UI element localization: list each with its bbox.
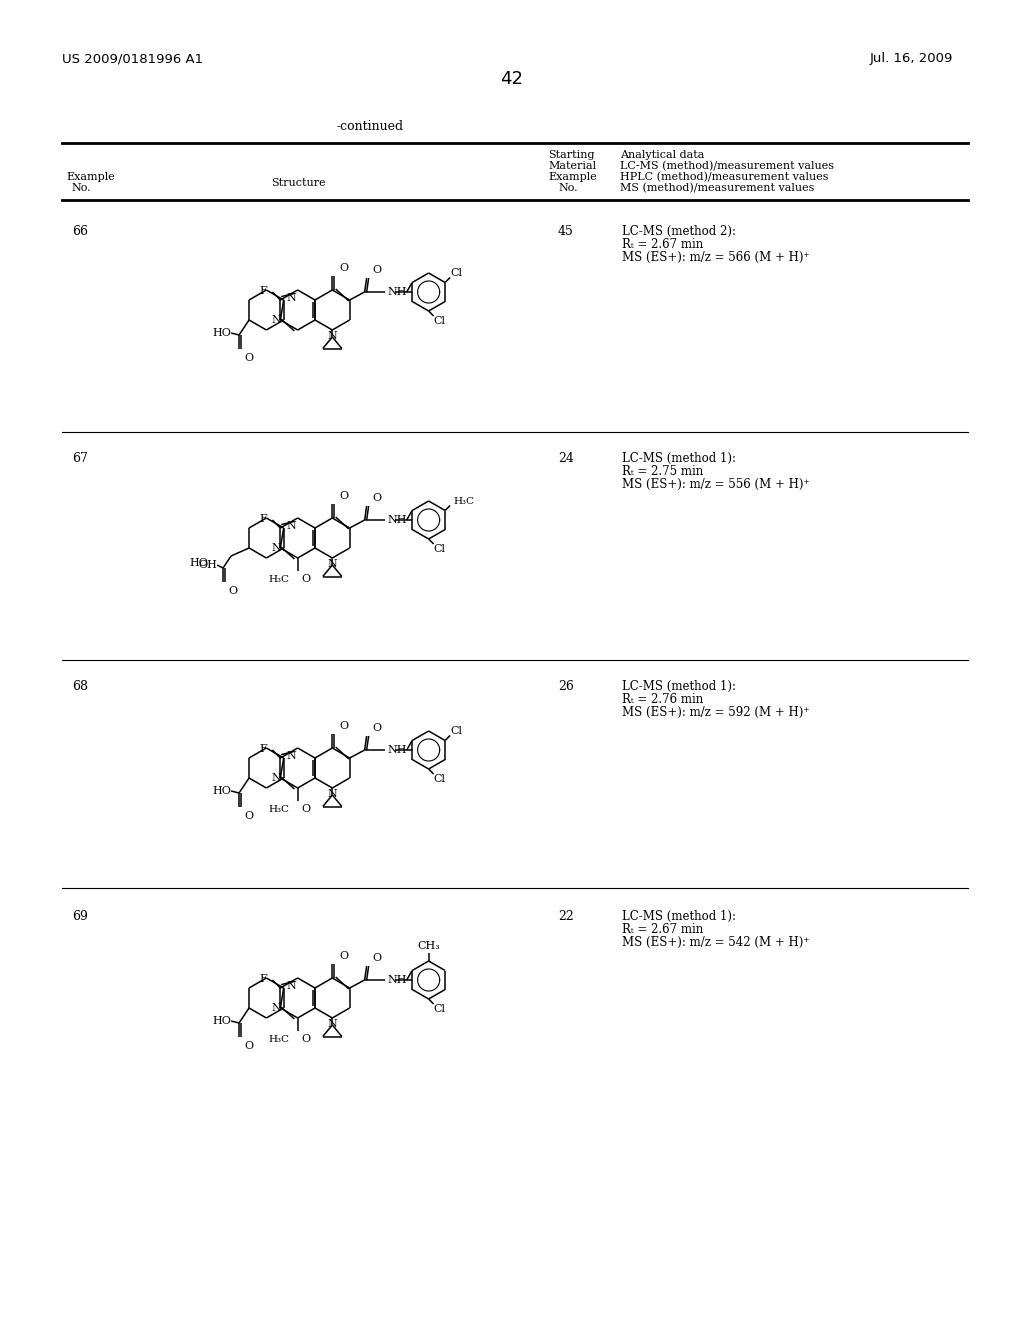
Text: -continued: -continued: [337, 120, 403, 133]
Text: N: N: [328, 331, 337, 341]
Text: O: O: [244, 810, 253, 821]
Text: N: N: [287, 293, 296, 304]
Text: N: N: [271, 774, 282, 783]
Text: Cl: Cl: [433, 315, 445, 326]
Text: N: N: [271, 315, 282, 325]
Text: No.: No.: [71, 183, 91, 193]
Text: 24: 24: [558, 451, 573, 465]
Text: Example: Example: [548, 172, 597, 182]
Text: Material: Material: [548, 161, 596, 172]
Text: Rₜ = 2.67 min: Rₜ = 2.67 min: [622, 238, 703, 251]
Text: US 2009/0181996 A1: US 2009/0181996 A1: [62, 51, 203, 65]
Text: HO: HO: [189, 558, 208, 568]
Text: Cl: Cl: [433, 544, 445, 554]
Text: O: O: [339, 491, 348, 502]
Text: N: N: [271, 543, 282, 553]
Text: MS (method)/measurement values: MS (method)/measurement values: [620, 183, 814, 193]
Text: O: O: [302, 1034, 311, 1044]
Text: LC-MS (method 1):: LC-MS (method 1):: [622, 680, 736, 693]
Text: O: O: [373, 265, 382, 275]
Text: Rₜ = 2.67 min: Rₜ = 2.67 min: [622, 923, 703, 936]
Text: N: N: [287, 751, 296, 762]
Text: Cl: Cl: [433, 1005, 445, 1014]
Text: N: N: [287, 521, 296, 531]
Text: H₃C: H₃C: [268, 1035, 290, 1044]
Text: F: F: [260, 744, 267, 754]
Text: N: N: [328, 789, 337, 799]
Text: Cl: Cl: [433, 774, 445, 784]
Text: CH₃: CH₃: [417, 941, 440, 950]
Text: 42: 42: [501, 70, 523, 88]
Text: Jul. 16, 2009: Jul. 16, 2009: [870, 51, 953, 65]
Text: N: N: [328, 558, 337, 569]
Text: Cl: Cl: [451, 268, 462, 277]
Text: O: O: [244, 352, 253, 363]
Text: 45: 45: [558, 224, 573, 238]
Text: Rₜ = 2.76 min: Rₜ = 2.76 min: [622, 693, 703, 706]
Text: HPLC (method)/measurement values: HPLC (method)/measurement values: [620, 172, 828, 182]
Text: 67: 67: [72, 451, 88, 465]
Text: LC-MS (method 2):: LC-MS (method 2):: [622, 224, 736, 238]
Text: O: O: [228, 586, 238, 597]
Text: MS (ES+): m/z = 592 (M + H)⁺: MS (ES+): m/z = 592 (M + H)⁺: [622, 706, 810, 719]
Text: LC-MS (method 1):: LC-MS (method 1):: [622, 451, 736, 465]
Text: Cl: Cl: [451, 726, 462, 735]
Text: NH: NH: [388, 975, 408, 985]
Text: Example: Example: [66, 172, 115, 182]
Text: MS (ES+): m/z = 542 (M + H)⁺: MS (ES+): m/z = 542 (M + H)⁺: [622, 936, 810, 949]
Text: O: O: [373, 723, 382, 733]
Text: 66: 66: [72, 224, 88, 238]
Text: F: F: [260, 513, 267, 524]
Text: 69: 69: [72, 909, 88, 923]
Text: O: O: [302, 574, 311, 583]
Text: O: O: [244, 1041, 253, 1051]
Text: O: O: [302, 804, 311, 814]
Text: O: O: [373, 953, 382, 964]
Text: O: O: [339, 950, 348, 961]
Text: N: N: [328, 1019, 337, 1030]
Text: 68: 68: [72, 680, 88, 693]
Text: NH: NH: [388, 286, 408, 297]
Text: MS (ES+): m/z = 556 (M + H)⁺: MS (ES+): m/z = 556 (M + H)⁺: [622, 478, 810, 491]
Text: N: N: [271, 1003, 282, 1012]
Text: H₃C: H₃C: [453, 496, 474, 506]
Text: HO: HO: [212, 785, 231, 796]
Text: No.: No.: [558, 183, 578, 193]
Text: O: O: [373, 492, 382, 503]
Text: 22: 22: [558, 909, 573, 923]
Text: H₃C: H₃C: [268, 804, 290, 813]
Text: Structure: Structure: [270, 178, 326, 187]
Text: HO: HO: [212, 1016, 231, 1026]
Text: H₃C: H₃C: [268, 574, 290, 583]
Text: F: F: [260, 974, 267, 983]
Text: F: F: [260, 286, 267, 296]
Text: O: O: [339, 721, 348, 731]
Text: 26: 26: [558, 680, 573, 693]
Text: N: N: [287, 981, 296, 991]
Text: O: O: [339, 263, 348, 273]
Text: NH: NH: [388, 515, 408, 525]
Text: Analytical data: Analytical data: [620, 150, 705, 160]
Text: HO: HO: [212, 327, 231, 338]
Text: Rₜ = 2.75 min: Rₜ = 2.75 min: [622, 465, 703, 478]
Text: OH: OH: [199, 560, 217, 570]
Text: NH: NH: [388, 744, 408, 755]
Text: MS (ES+): m/z = 566 (M + H)⁺: MS (ES+): m/z = 566 (M + H)⁺: [622, 251, 810, 264]
Text: LC-MS (method 1):: LC-MS (method 1):: [622, 909, 736, 923]
Text: Starting: Starting: [548, 150, 595, 160]
Text: LC-MS (method)/measurement values: LC-MS (method)/measurement values: [620, 161, 834, 172]
